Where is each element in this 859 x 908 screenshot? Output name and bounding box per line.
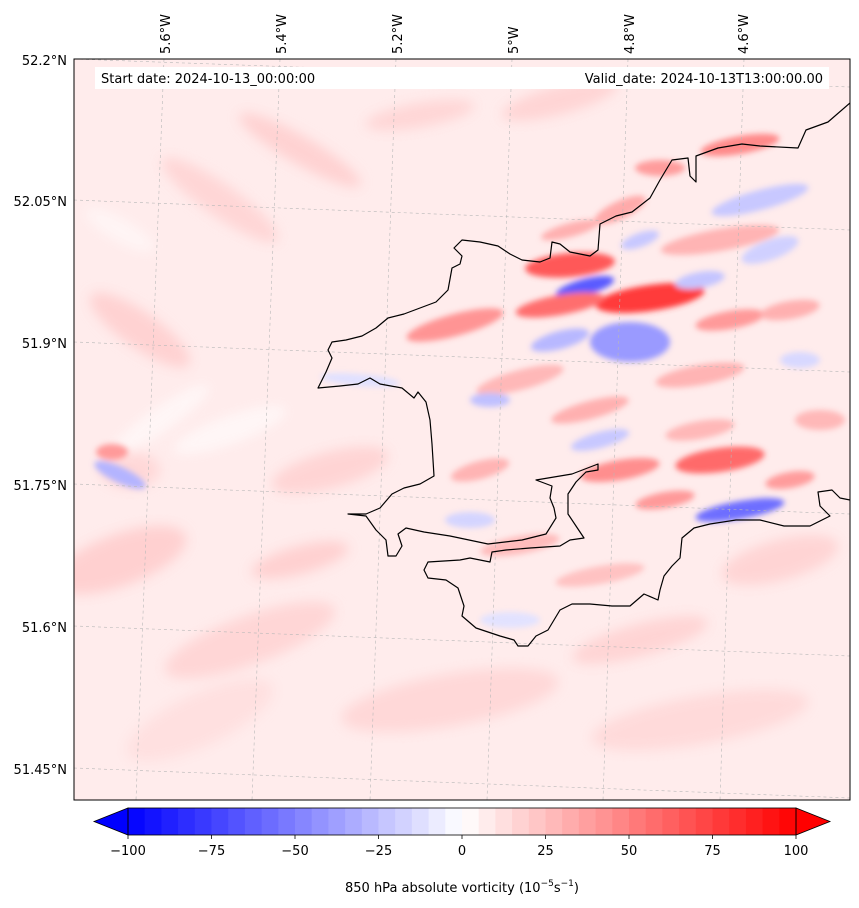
colorbar-segment [411,808,429,835]
colorbar-tick-label: 0 [458,844,466,859]
colorbar-segment [562,808,580,835]
valid-date-label: Valid_date: 2024-10-13T13:00:00.00 [585,72,823,87]
colorbar-segment [211,808,229,835]
lon-label: 5°W [507,26,522,54]
colorbar-segment [261,808,279,835]
colorbar-tick-label: −50 [281,844,308,859]
colorbar-segment [679,808,697,835]
colorbar-tick-label: 100 [784,844,809,859]
colorbar-segment [629,808,647,835]
colorbar-segment [528,808,546,835]
lon-label: 4.8°W [623,14,638,54]
header-box [95,67,829,89]
colorbar-tick-label: −100 [110,844,146,859]
colorbar-tick-label: 75 [704,844,721,859]
lon-label: 4.6°W [737,14,752,54]
plot-area [74,59,850,800]
colorbar-segment [378,808,396,835]
colorbar-segment [345,808,363,835]
colorbar-segment [512,808,530,835]
colorbar-segment [612,808,630,835]
colorbar-segment [478,808,496,835]
latitude-labels: 52.2°N 52.05°N 51.9°N 51.75°N 51.6°N 51.… [14,54,67,778]
lat-label: 51.45°N [14,763,67,778]
colorbar-segment [445,808,463,835]
colorbar-segment [395,808,413,835]
colorbar-segment [645,808,663,835]
colorbar-label-exp2: −1 [561,879,574,889]
colorbar: −100 −75 −50 −25 0 25 50 75 100 850 hPa absolute… [92,807,832,896]
colorbar-segment [278,808,296,835]
colorbar-segment [244,808,262,835]
colorbar-segment [144,808,162,835]
start-date-label: Start date: 2024-10-13_00:00:00 [101,72,315,87]
lon-label: 5.2°W [391,14,406,54]
colorbar-min-extend [92,807,129,836]
colorbar-ticks: −100 −75 −50 −25 0 25 50 75 100 [110,835,808,859]
colorbar-segment [128,808,146,835]
colorbar-segment [428,808,446,835]
colorbar-segment [545,808,563,835]
colorbar-segment [595,808,613,835]
colorbar-segment [361,808,379,835]
lon-label: 5.4°W [275,14,290,54]
colorbar-segment [311,808,329,835]
lat-label: 51.6°N [22,621,67,636]
colorbar-segment [712,808,730,835]
colorbar-segment [729,808,747,835]
colorbar-segment [662,808,680,835]
lat-label: 52.2°N [22,54,67,69]
colorbar-segment [779,808,797,835]
lat-label: 51.75°N [14,479,67,494]
colorbar-tick-label: −25 [365,844,392,859]
colorbar-segment [161,808,179,835]
lon-label: 5.6°W [159,14,174,54]
colorbar-segment [578,808,596,835]
colorbar-label-end: ) [574,881,579,896]
colorbar-segments [128,808,797,835]
colorbar-max-extend [795,807,832,836]
lat-label: 52.05°N [14,195,67,210]
colorbar-segment [762,808,780,835]
colorbar-tick-label: 25 [537,844,554,859]
colorbar-segment [328,808,346,835]
lat-label: 51.9°N [22,337,67,352]
colorbar-segment [462,808,480,835]
colorbar-tick-label: 50 [621,844,638,859]
vorticity-field [74,79,839,762]
colorbar-label-exp1: −5 [541,879,554,889]
coastline [317,102,850,647]
colorbar-label: 850 hPa absolute vorticity (10−5s−1) [345,879,579,896]
colorbar-tick-label: −75 [198,844,225,859]
colorbar-segment [194,808,212,835]
colorbar-segment [178,808,196,835]
plot-frame [73,58,851,801]
colorbar-segment [695,808,713,835]
longitude-labels: 5.6°W 5.4°W 5.2°W 5°W 4.8°W 4.6°W [159,14,752,54]
colorbar-segment [745,808,763,835]
colorbar-segment [495,808,513,835]
colorbar-segment [295,808,313,835]
colorbar-label-mid: s [554,881,561,896]
colorbar-segment [228,808,246,835]
vorticity-features [94,133,845,628]
colorbar-label-main: 850 hPa absolute vorticity (10 [345,881,541,896]
